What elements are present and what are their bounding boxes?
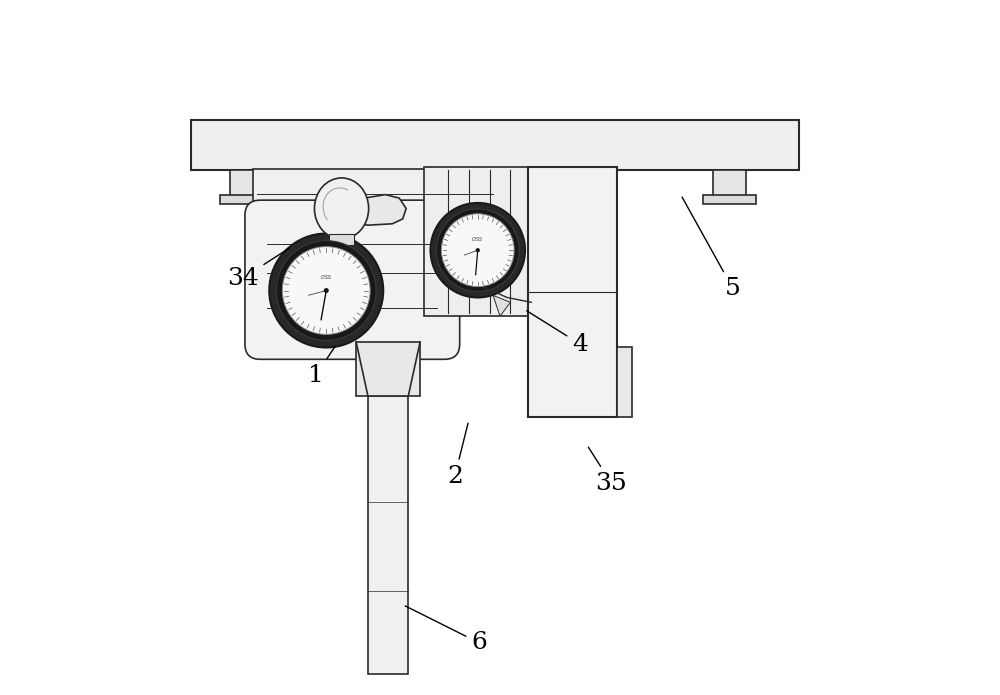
Circle shape: [430, 203, 525, 297]
Bar: [191, 120, 799, 170]
Bar: [713, 170, 746, 197]
Text: 1: 1: [308, 346, 335, 387]
Bar: [617, 347, 632, 417]
Text: CISS: CISS: [321, 275, 332, 281]
Bar: [329, 234, 354, 245]
Text: 2: 2: [447, 423, 468, 488]
Polygon shape: [342, 195, 406, 225]
Circle shape: [276, 240, 376, 341]
Bar: [424, 167, 531, 316]
Bar: [356, 342, 420, 396]
Bar: [230, 170, 263, 197]
Circle shape: [324, 288, 329, 293]
Polygon shape: [493, 295, 510, 316]
Circle shape: [269, 234, 383, 348]
Text: CISS: CISS: [472, 237, 483, 243]
Text: 6: 6: [405, 606, 487, 655]
Text: 35: 35: [588, 447, 627, 495]
Circle shape: [476, 248, 480, 252]
Circle shape: [441, 214, 514, 286]
Bar: [703, 195, 756, 204]
Bar: [220, 195, 273, 204]
Bar: [253, 169, 497, 219]
Ellipse shape: [314, 178, 369, 239]
FancyBboxPatch shape: [245, 200, 460, 359]
Bar: [528, 167, 617, 417]
Text: 4: 4: [527, 311, 588, 356]
Bar: [446, 195, 499, 204]
Text: 34: 34: [227, 248, 289, 290]
Circle shape: [436, 208, 519, 292]
Circle shape: [282, 247, 370, 334]
Bar: [456, 170, 489, 197]
Bar: [368, 396, 408, 674]
Text: 5: 5: [682, 197, 741, 300]
